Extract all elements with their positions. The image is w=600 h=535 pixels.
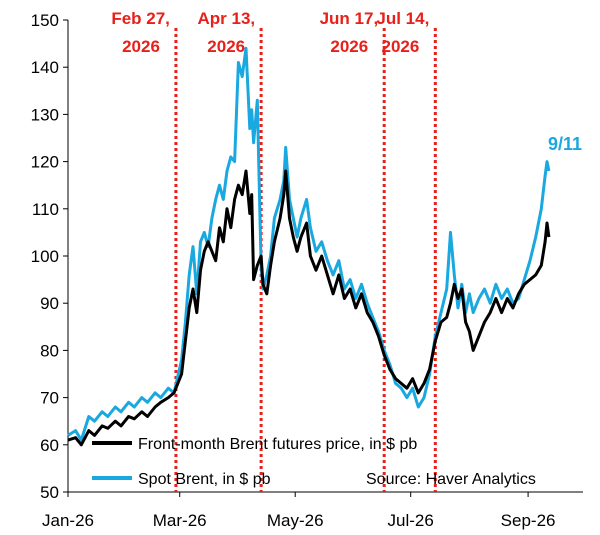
series-line-front_month [67, 169, 551, 447]
x-tick-label: Jul-26 [388, 511, 434, 530]
event-label-date: Feb 27, [111, 9, 170, 28]
event-label-year: 2026 [330, 37, 368, 56]
series-line-spot [67, 46, 551, 442]
y-axis: 50 60 70 80 90 100 110 120 130 140 150 [31, 11, 69, 502]
legend-label-front-month: Front-month Brent futures price, in $ pb [138, 436, 417, 453]
event-label-date: Apr 13, [197, 9, 255, 28]
y-tick-label: 110 [32, 200, 59, 219]
x-tick-label: Mar-26 [153, 511, 207, 530]
legend: Front-month Brent futures price, in $ pb… [92, 436, 536, 488]
series-lines [67, 46, 551, 447]
x-tick-label: Sep-26 [501, 511, 556, 530]
y-tick-label: 90 [40, 294, 59, 313]
y-tick-label: 100 [31, 247, 59, 266]
event-label-date: Jul 14, [376, 9, 429, 28]
y-tick-label: 150 [31, 11, 59, 30]
event-label-year: 2026 [381, 37, 419, 56]
event-label-date: Jun 17, [320, 9, 379, 28]
y-tick-label: 70 [40, 389, 59, 408]
y-tick-label: 120 [31, 153, 59, 172]
event-label-year: 2026 [122, 37, 160, 56]
legend-label-spot: Spot Brent, in $ pb [138, 471, 271, 488]
x-axis: Jan-26 Mar-26 May-26 Jul-26 Sep-26 [42, 491, 583, 530]
annotation-9-11: 9/11 [548, 134, 582, 154]
y-tick-label: 50 [40, 483, 59, 502]
y-tick-label: 60 [40, 436, 59, 455]
x-tick-label: Jan-26 [42, 511, 94, 530]
y-tick-label: 80 [40, 341, 59, 360]
event-label-year: 2026 [207, 37, 245, 56]
x-tick-label: May-26 [267, 511, 324, 530]
y-tick-label: 130 [31, 105, 59, 124]
y-tick-label: 140 [31, 58, 59, 77]
source-note: Source: Haver Analytics [366, 471, 536, 488]
